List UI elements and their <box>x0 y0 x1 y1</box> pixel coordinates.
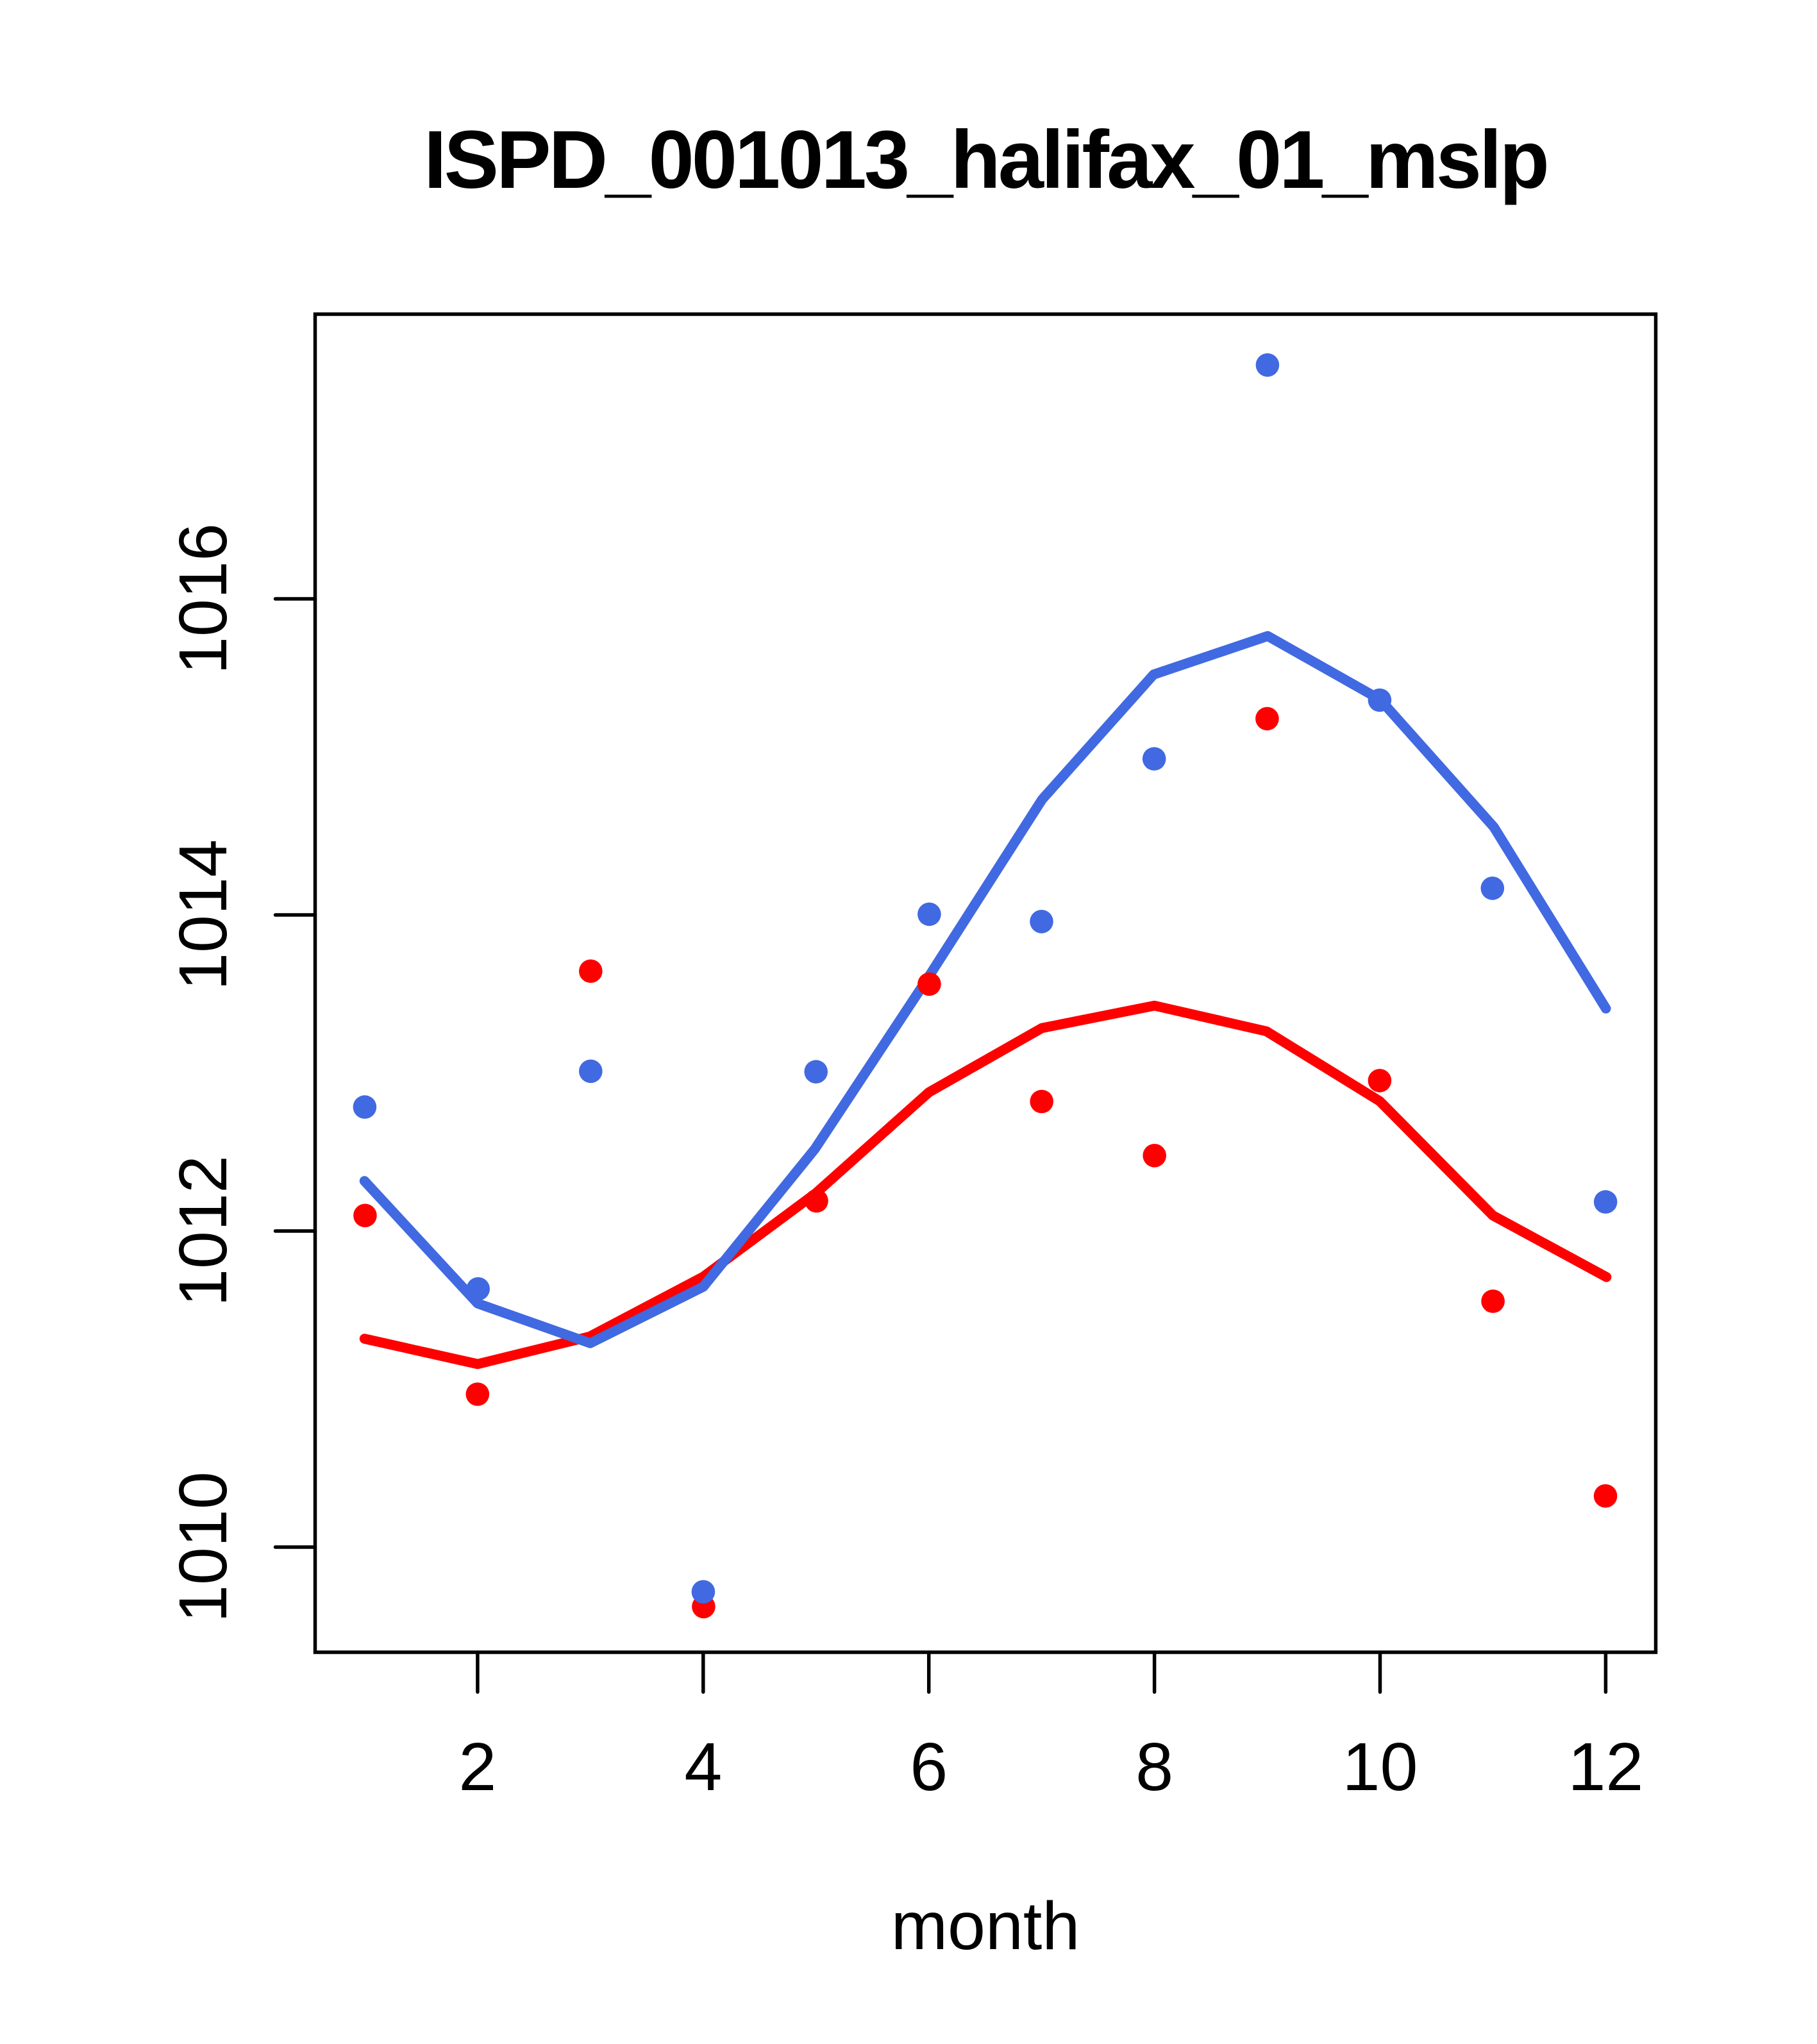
svg-text:12: 12 <box>1568 1729 1643 1805</box>
svg-text:2: 2 <box>458 1729 496 1805</box>
svg-text:1014: 1014 <box>165 839 241 991</box>
svg-text:1010: 1010 <box>165 1471 241 1623</box>
svg-text:1016: 1016 <box>165 523 241 674</box>
svg-text:month: month <box>891 1888 1080 1964</box>
svg-text:ISPD_001013_halifax_01_mslp: ISPD_001013_halifax_01_mslp <box>424 114 1547 206</box>
svg-text:8: 8 <box>1135 1729 1173 1805</box>
svg-text:10: 10 <box>1343 1729 1418 1805</box>
svg-text:1012: 1012 <box>165 1155 241 1307</box>
svg-text:4: 4 <box>684 1729 722 1805</box>
svg-text:6: 6 <box>910 1729 948 1805</box>
